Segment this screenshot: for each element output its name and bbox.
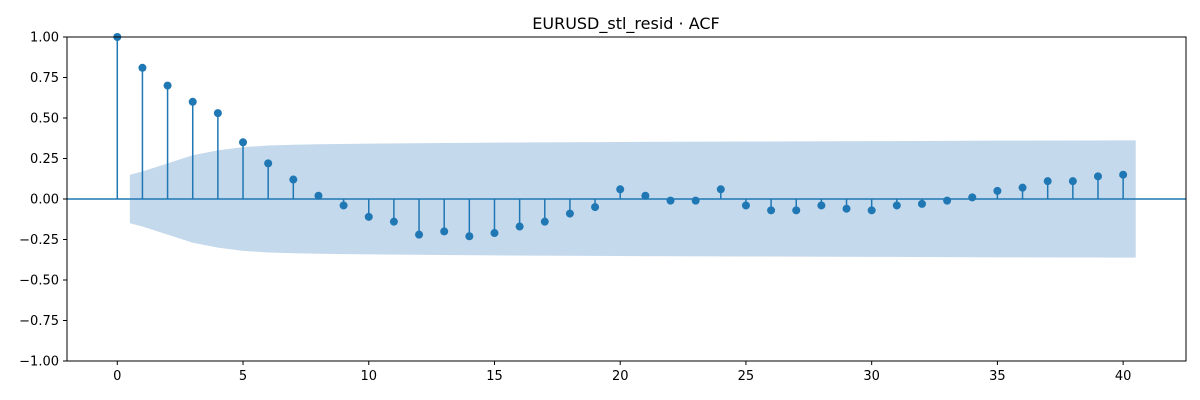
acf-point bbox=[1119, 170, 1128, 179]
acf-point bbox=[339, 201, 348, 210]
x-tick-label: 10 bbox=[360, 369, 377, 384]
x-tick-label: 0 bbox=[113, 369, 121, 384]
stem-layer bbox=[113, 33, 1128, 241]
y-tick-label: 0.00 bbox=[30, 193, 59, 208]
x-tick-label: 40 bbox=[1115, 369, 1132, 384]
acf-point bbox=[1093, 172, 1102, 181]
acf-point bbox=[842, 204, 851, 213]
y-tick-label: −1.00 bbox=[19, 355, 59, 370]
acf-point bbox=[691, 196, 700, 205]
acf-point bbox=[188, 97, 197, 106]
acf-point bbox=[289, 175, 298, 184]
acf-point bbox=[465, 232, 474, 241]
y-tick-label: 0.75 bbox=[30, 71, 59, 86]
acf-point bbox=[917, 199, 926, 208]
acf-point bbox=[943, 196, 952, 205]
acf-point bbox=[666, 196, 675, 205]
acf-point bbox=[415, 230, 424, 239]
acf-point bbox=[264, 159, 273, 168]
acf-point bbox=[314, 191, 323, 200]
y-tick-label: −0.25 bbox=[19, 233, 59, 248]
x-tick-label: 20 bbox=[612, 369, 629, 384]
acf-point bbox=[1068, 177, 1077, 186]
y-tick-label: −0.50 bbox=[19, 274, 59, 289]
y-tick-label: 0.50 bbox=[30, 112, 59, 127]
acf-point bbox=[716, 185, 725, 194]
y-tick-label: 1.00 bbox=[30, 31, 59, 46]
acf-point bbox=[364, 212, 373, 221]
acf-point bbox=[817, 201, 826, 210]
acf-point bbox=[591, 203, 600, 212]
x-tick-label: 15 bbox=[486, 369, 503, 384]
acf-point bbox=[389, 217, 398, 226]
acf-point bbox=[792, 206, 801, 215]
acf-point bbox=[968, 193, 977, 202]
y-tick-label: −0.75 bbox=[19, 314, 59, 329]
x-tick-label: 30 bbox=[863, 369, 880, 384]
acf-point bbox=[1043, 177, 1052, 186]
x-tick-label: 5 bbox=[239, 369, 247, 384]
acf-point bbox=[641, 191, 650, 200]
acf-point bbox=[1018, 183, 1027, 192]
acf-point bbox=[741, 201, 750, 210]
x-tick-label: 35 bbox=[989, 369, 1006, 384]
acf-point bbox=[767, 206, 776, 215]
acf-point bbox=[867, 206, 876, 215]
x-tick-label: 25 bbox=[738, 369, 755, 384]
acf-point bbox=[163, 81, 172, 90]
acf-point bbox=[440, 227, 449, 236]
chart-title: EURUSD_stl_resid · ACF bbox=[532, 14, 719, 34]
acf-point bbox=[490, 229, 499, 238]
acf-point bbox=[993, 186, 1002, 195]
acf-point bbox=[213, 109, 222, 118]
acf-point bbox=[540, 217, 549, 226]
acf-point bbox=[239, 138, 248, 147]
acf-point bbox=[138, 63, 147, 72]
acf-point bbox=[565, 209, 574, 218]
acf-point bbox=[515, 222, 524, 231]
y-tick-label: 0.25 bbox=[30, 152, 59, 167]
acf-point bbox=[616, 185, 625, 194]
acf-point bbox=[892, 201, 901, 210]
axes-layer: 0 5 10 15 20 25 30 35 40 1.00 0.75 0.50 0.25 0.00 −0.2… bbox=[19, 31, 1187, 384]
